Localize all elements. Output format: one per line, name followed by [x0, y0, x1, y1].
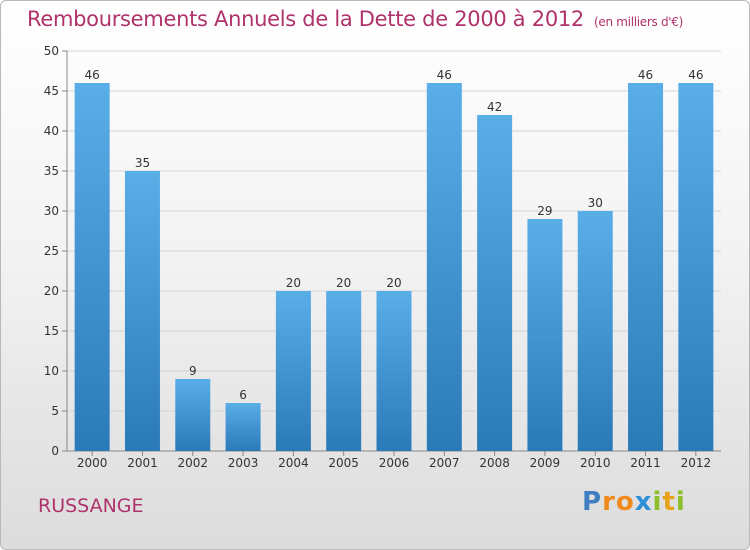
x-tick-label-2010: 2010 [580, 456, 611, 470]
logo-letter: i [675, 487, 686, 517]
data-label-2006: 20 [386, 276, 401, 290]
x-tick-label-2001: 2001 [127, 456, 158, 470]
data-label-2003: 6 [239, 388, 247, 402]
proxiti-logo: Proxiti [582, 487, 686, 517]
y-tick-label: 50 [44, 44, 59, 58]
data-label-2007: 46 [437, 68, 452, 82]
y-tick-label: 0 [51, 444, 59, 458]
y-tick-label: 10 [44, 364, 59, 378]
x-tick-label-2000: 2000 [77, 456, 108, 470]
data-labels: 46 35 9 6 20 20 20 46 42 29 30 46 46 [85, 68, 704, 402]
x-tick-label-2012: 2012 [681, 456, 712, 470]
axes: 0 5 10 15 20 25 30 35 40 45 50 2000 2001 2002 2003 2004… [44, 44, 721, 470]
y-tick-label: 35 [44, 164, 59, 178]
bar-2011 [628, 83, 664, 451]
bar-2005 [326, 291, 362, 451]
data-label-2010: 30 [588, 196, 603, 210]
y-tick-label: 30 [44, 204, 59, 218]
bar-2008 [477, 115, 513, 451]
chart-title-text: Remboursements Annuels de la Dette de 20… [27, 7, 584, 31]
bar-2003 [225, 403, 261, 451]
x-tick-label-2004: 2004 [278, 456, 309, 470]
x-tick-label-2011: 2011 [630, 456, 661, 470]
data-label-2001: 35 [135, 156, 150, 170]
y-tick-label: 15 [44, 324, 59, 338]
bar-2004 [275, 291, 311, 451]
bar-2000 [74, 83, 110, 451]
logo-letter: o [615, 487, 635, 517]
data-label-2005: 20 [336, 276, 351, 290]
x-tick-label-2003: 2003 [228, 456, 259, 470]
logo-letter: i [652, 487, 663, 517]
data-label-2011: 46 [638, 68, 653, 82]
x-tick-label-2005: 2005 [328, 456, 359, 470]
data-label-2008: 42 [487, 100, 502, 114]
bars [74, 83, 714, 451]
y-tick-label: 40 [44, 124, 59, 138]
x-tick-label-2009: 2009 [530, 456, 561, 470]
bar-2009 [527, 219, 563, 451]
x-tick-label-2006: 2006 [379, 456, 410, 470]
x-tick-label-2008: 2008 [479, 456, 510, 470]
x-tick-label-2007: 2007 [429, 456, 460, 470]
bar-2012 [678, 83, 714, 451]
bar-2006 [376, 291, 412, 451]
data-label-2012: 46 [688, 68, 703, 82]
logo-letter: P [582, 487, 603, 517]
logo-letter: r [602, 487, 616, 517]
bar-2002 [175, 379, 211, 451]
bar-2001 [124, 171, 160, 451]
data-label-2004: 20 [286, 276, 301, 290]
bar-2007 [426, 83, 462, 451]
chart-unit: (en milliers d'€) [594, 15, 684, 29]
bar-2010 [577, 211, 613, 451]
commune-name: RUSSANGE [38, 495, 144, 517]
chart-title: Remboursements Annuels de la Dette de 20… [27, 7, 683, 31]
data-label-2002: 9 [189, 364, 197, 378]
logo-letter: x [634, 487, 653, 517]
y-tick-label: 20 [44, 284, 59, 298]
y-tick-label: 5 [51, 404, 59, 418]
data-label-2000: 46 [85, 68, 100, 82]
y-tick-label: 45 [44, 84, 59, 98]
data-label-2009: 29 [537, 204, 552, 218]
logo-letter: t [662, 487, 676, 517]
x-tick-label-2002: 2002 [177, 456, 208, 470]
y-tick-label: 25 [44, 244, 59, 258]
